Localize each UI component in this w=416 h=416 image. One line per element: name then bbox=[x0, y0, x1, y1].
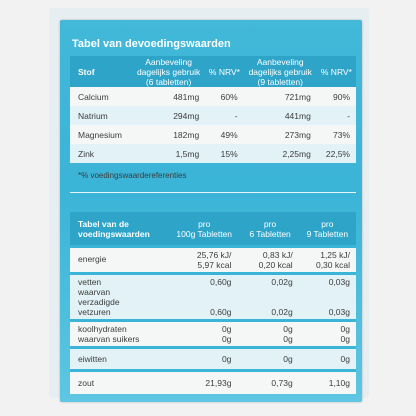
value-per-100g: 0g 0g bbox=[167, 319, 242, 348]
value-per-100g: 0,60g 0,60g bbox=[167, 272, 242, 321]
value-per-6-tablets: 0,02g 0,02g bbox=[241, 272, 299, 321]
column-per-6-tablets: pro 6 Tabletten bbox=[241, 212, 299, 247]
advice-9-value: 273mg bbox=[243, 125, 317, 144]
table-row: Zink 1,5mg 15% 2,25mg 22,5% bbox=[70, 144, 356, 163]
nutrient-name: Magnesium bbox=[70, 125, 133, 144]
advice-6-value: 182mg bbox=[132, 125, 206, 144]
nutrition-table-title: Tabel van de voedingswaarden bbox=[70, 212, 167, 247]
nutrition-table: Tabel van de voedingswaarden pro 100g Ta… bbox=[70, 212, 356, 394]
value-per-6-tablets: 0g 0g bbox=[241, 319, 299, 348]
nutrient-label: energie bbox=[70, 245, 167, 274]
value-per-9-tablets: 0g 0g bbox=[298, 319, 356, 348]
value-per-100g: 25,76 kJ/ 5,97 kcal bbox=[167, 245, 242, 274]
nrv-9-value: 22,5% bbox=[316, 144, 356, 163]
value-per-9-tablets: 1,10g bbox=[298, 369, 356, 394]
advice-6-value: 294mg bbox=[132, 106, 206, 125]
nutrient-label: eiwitten bbox=[70, 346, 167, 371]
nutrient-label: koolhydraten waarvan suikers bbox=[70, 319, 167, 348]
column-per-100g: pro 100g Tabletten bbox=[167, 212, 242, 247]
advice-6-value: 1,5mg bbox=[132, 144, 206, 163]
advice-9-value: 441mg bbox=[243, 106, 317, 125]
nutrition-header-row: Tabel van de voedingswaarden pro 100g Ta… bbox=[70, 212, 356, 247]
value-per-6-tablets: 0g bbox=[241, 346, 299, 371]
value-per-6-tablets: 0,83 kJ/ 0,20 kcal bbox=[241, 245, 299, 274]
header-nrv-9: % NRV* bbox=[316, 56, 356, 87]
table-row: Natrium 294mg - 441mg - bbox=[70, 106, 356, 125]
table-row: zout 21,93g 0,73g 1,10g bbox=[70, 369, 356, 394]
nutrient-label: vetten waarvan verzadigde vetzuren bbox=[70, 272, 167, 321]
table-row: Calcium 481mg 60% 721mg 90% bbox=[70, 87, 356, 106]
header-stof: Stof bbox=[70, 56, 133, 87]
advice-9-value: 2,25mg bbox=[243, 144, 317, 163]
advice-6-value: 481mg bbox=[132, 87, 206, 106]
table-row: Magnesium 182mg 49% 273mg 73% bbox=[70, 125, 356, 144]
header-advice-6: Aanbeveling dagelijks gebruik (6 tablett… bbox=[132, 56, 206, 87]
nutrient-name: Zink bbox=[70, 144, 133, 163]
micronutrient-header-row: Stof Aanbeveling dagelijks gebruik (6 ta… bbox=[70, 56, 356, 87]
nrv-9-value: - bbox=[316, 106, 356, 125]
nrv-6-value: 15% bbox=[205, 144, 244, 163]
value-per-100g: 0g bbox=[167, 346, 242, 371]
value-per-9-tablets: 1,25 kJ/ 0,30 kcal bbox=[298, 245, 356, 274]
value-per-100g: 21,93g bbox=[167, 369, 242, 394]
value-per-9-tablets: 0,03g 0,03g bbox=[298, 272, 356, 321]
micronutrient-table: Stof Aanbeveling dagelijks gebruik (6 ta… bbox=[70, 56, 356, 163]
nrv-9-value: 73% bbox=[316, 125, 356, 144]
nrv-footnote: *% voedingswaardereferenties bbox=[78, 171, 187, 180]
nutrient-label: zout bbox=[70, 369, 167, 394]
advice-9-value: 721mg bbox=[243, 87, 317, 106]
section-divider bbox=[70, 192, 356, 193]
nrv-6-value: - bbox=[205, 106, 244, 125]
table-row: koolhydraten waarvan suikers 0g 0g 0g 0g… bbox=[70, 319, 356, 348]
value-per-6-tablets: 0,73g bbox=[241, 369, 299, 394]
table-row: energie 25,76 kJ/ 5,97 kcal 0,83 kJ/ 0,2… bbox=[70, 245, 356, 274]
header-nrv-6: % NRV* bbox=[205, 56, 244, 87]
column-per-9-tablets: pro 9 Tabletten bbox=[298, 212, 356, 247]
nrv-9-value: 90% bbox=[316, 87, 356, 106]
table-row: eiwitten 0g 0g 0g bbox=[70, 346, 356, 371]
table1-title: Tabel van devoedingswaarden bbox=[72, 38, 231, 50]
nrv-6-value: 49% bbox=[205, 125, 244, 144]
header-advice-9: Aanbeveling dagelijks gebruik (9 tablett… bbox=[243, 56, 317, 87]
table-row: vetten waarvan verzadigde vetzuren 0,60g… bbox=[70, 272, 356, 321]
nutrient-name: Calcium bbox=[70, 87, 133, 106]
nutrient-name: Natrium bbox=[70, 106, 133, 125]
nrv-6-value: 60% bbox=[205, 87, 244, 106]
value-per-9-tablets: 0g bbox=[298, 346, 356, 371]
